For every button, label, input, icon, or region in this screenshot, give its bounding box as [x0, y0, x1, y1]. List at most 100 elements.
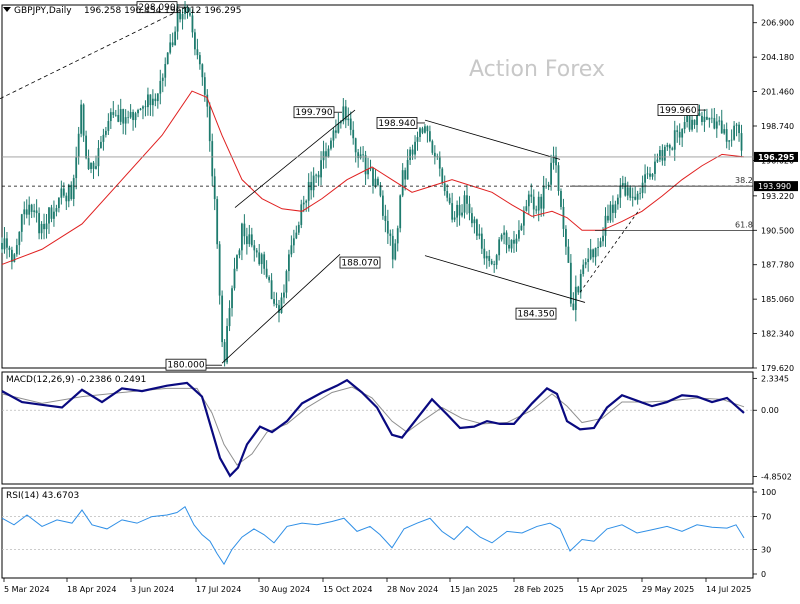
candle-body: [305, 200, 308, 203]
trend-channel-lower: [221, 254, 341, 364]
candle-body: [654, 161, 656, 174]
candle-body: [428, 131, 431, 142]
candle-body: [124, 117, 127, 124]
candle-body: [184, 6, 186, 15]
candle-body: [280, 297, 283, 313]
macd-pane-frame: [1, 371, 754, 485]
descending-channel-lower: [424, 255, 586, 303]
candle-body: [15, 245, 18, 255]
candle-body: [396, 228, 399, 244]
candle-body: [347, 118, 350, 121]
candle-body: [621, 183, 624, 186]
candle-body: [327, 148, 330, 158]
price-label-box: [515, 307, 557, 320]
y-tick-label: 182.340: [761, 330, 794, 339]
candle-body: [92, 162, 95, 169]
candle-body: [216, 199, 219, 245]
candle-body: [594, 247, 597, 258]
y-tick-label: 198.740: [761, 122, 794, 131]
candle-body: [688, 114, 691, 130]
candle-body: [510, 239, 513, 249]
descending-channel-upper: [424, 119, 561, 160]
candle-body: [265, 268, 268, 278]
candle-body: [147, 94, 149, 108]
candle-body: [527, 194, 530, 207]
x-tick-label: 15 Apr 2025: [578, 585, 627, 594]
candle-body: [310, 181, 313, 191]
macd-signal-line: [1, 386, 745, 466]
candle-body: [562, 206, 565, 229]
candle-body: [290, 245, 293, 255]
y-tick-label: 206.900: [761, 19, 794, 28]
y-tick-label: 190.500: [761, 226, 794, 235]
candle-body: [332, 130, 335, 141]
candle-body: [342, 106, 345, 122]
candle-body: [189, 12, 191, 16]
candle-body: [164, 63, 167, 78]
candle-body: [419, 128, 421, 138]
candle-body: [354, 138, 357, 153]
candle-body: [169, 42, 172, 53]
candle-body: [505, 232, 508, 245]
candle-body: [53, 211, 55, 219]
candle-body: [466, 195, 468, 204]
candle-body: [389, 233, 392, 236]
candle-body: [550, 162, 552, 185]
candle-body: [325, 151, 327, 158]
candle-body: [75, 156, 78, 179]
fib-level-label: 38.2: [735, 176, 753, 185]
candle-body: [144, 106, 147, 108]
candle-body: [315, 174, 318, 176]
candle-body: [8, 247, 11, 250]
candle-body: [320, 160, 322, 178]
candle-body: [179, 12, 181, 20]
candle-body: [156, 93, 159, 102]
candle-body: [651, 173, 654, 177]
candle-body: [198, 55, 201, 65]
x-tick-label: 5 Mar 2024: [4, 585, 50, 594]
candle-body: [107, 121, 110, 131]
candle-body: [211, 141, 214, 177]
candle-body: [641, 182, 644, 193]
candle-body: [104, 130, 107, 135]
candle-body: [565, 228, 567, 247]
candle-body: [377, 178, 379, 186]
candle-body: [379, 185, 382, 196]
candle-body: [312, 175, 315, 191]
candle-body: [473, 219, 476, 224]
candle-body: [119, 109, 122, 122]
candle-body: [330, 140, 332, 149]
candle-body: [176, 12, 179, 32]
price-label-box: [376, 117, 418, 129]
candle-body: [292, 238, 295, 246]
collapse-arrow-icon[interactable]: [3, 7, 11, 12]
candle-body: [357, 152, 360, 159]
candle-body: [129, 112, 132, 118]
candle-body: [592, 249, 595, 258]
candle-body: [82, 104, 85, 136]
candle-body: [218, 244, 221, 296]
current-price-badge: [754, 151, 798, 162]
candle-body: [485, 255, 488, 259]
candle-body: [386, 220, 389, 234]
trend-channel-upper: [234, 109, 356, 208]
candle-body: [552, 155, 555, 163]
candle-body: [448, 197, 451, 204]
level-price-value: 193.990: [758, 182, 791, 191]
candle-body: [560, 190, 562, 207]
candle-body: [710, 117, 713, 119]
candle-body: [503, 232, 505, 235]
candle-body: [243, 223, 246, 237]
candle-body: [67, 184, 70, 202]
candle-body: [23, 209, 26, 215]
rsi-line: [1, 506, 745, 566]
x-tick-label: 28 Feb 2025: [514, 585, 564, 594]
candle-body: [273, 299, 275, 304]
candle-body: [661, 150, 664, 161]
candle-body: [574, 286, 577, 310]
candle-body: [25, 209, 28, 215]
candle-body: [250, 234, 253, 246]
candle-body: [55, 208, 58, 212]
price-label: 184.350: [517, 310, 554, 320]
price-label: 199.960: [659, 106, 696, 116]
